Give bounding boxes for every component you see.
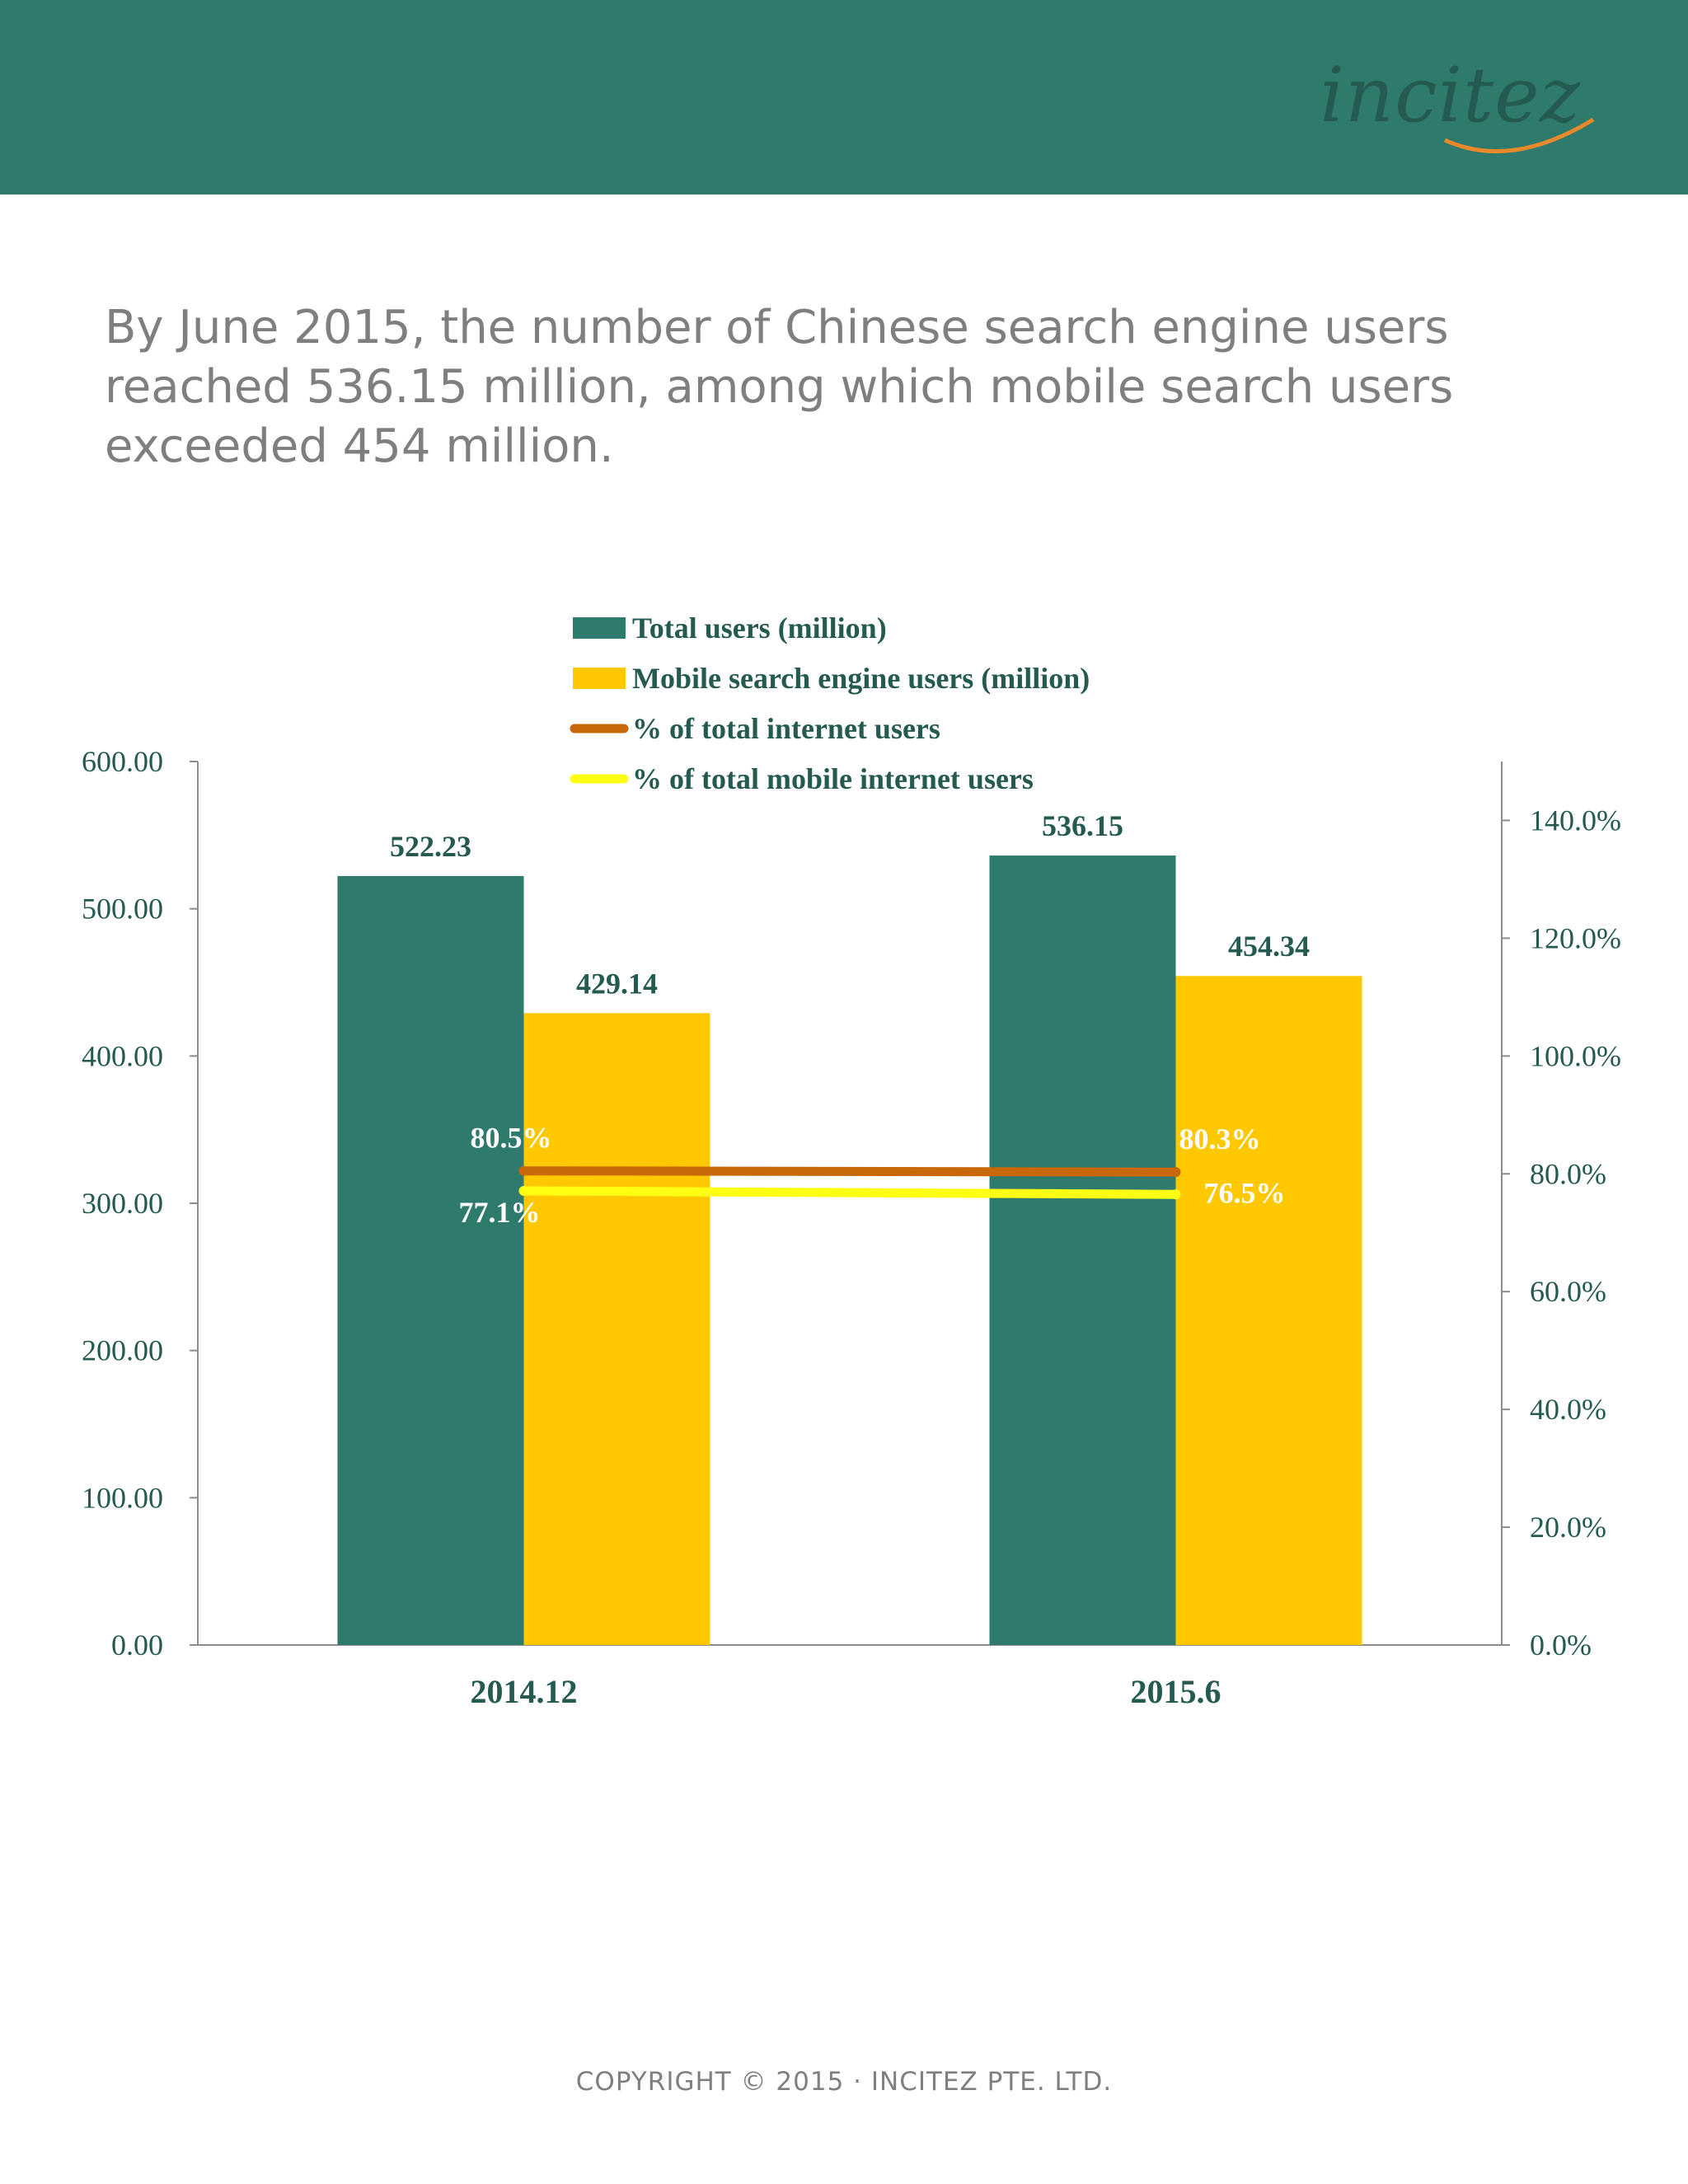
series-line: [519, 1166, 1180, 1177]
logo-text: incitez: [1320, 51, 1581, 139]
right-axis-tick-label: 20.0%: [1530, 1511, 1606, 1544]
incitez-logo: incitez: [1320, 51, 1595, 154]
line-value-label: 76.5%: [1204, 1176, 1286, 1209]
right-axis-tick-label: 60.0%: [1530, 1275, 1606, 1308]
line-value-label: 77.1%: [459, 1196, 541, 1229]
bar-value-label: 429.14: [576, 967, 658, 1000]
bar-value-label: 454.34: [1228, 930, 1310, 963]
bar: [337, 875, 524, 1645]
right-axis-tick-label: 40.0%: [1530, 1393, 1606, 1426]
bar-value-label: 522.23: [390, 830, 471, 863]
category-label: 2014.12: [471, 1673, 578, 1710]
series-line: [519, 1186, 1180, 1199]
right-axis-tick-label: 120.0%: [1530, 921, 1621, 954]
legend-label: Mobile search engine users (million): [632, 662, 1090, 695]
bar: [989, 855, 1176, 1645]
legend-label: % of total mobile internet users: [632, 762, 1034, 795]
legend-swatch: [573, 617, 626, 639]
right-axis-tick-label: 0.0%: [1530, 1629, 1592, 1661]
line-value-label: 80.5%: [471, 1122, 552, 1155]
left-axis-tick-label: 300.00: [82, 1187, 163, 1220]
right-axis-tick-label: 140.0%: [1530, 804, 1621, 837]
category-label: 2015.6: [1131, 1673, 1221, 1710]
right-axis-tick-label: 100.0%: [1530, 1039, 1621, 1072]
line-point: [518, 1185, 529, 1196]
bar: [523, 1013, 710, 1645]
bar: [1175, 976, 1362, 1645]
bar-value-label: 536.15: [1042, 809, 1123, 842]
copyright-footer: COPYRIGHT © 2015 · INCITEZ PTE. LTD.: [575, 2067, 1113, 2097]
left-axis-tick-label: 400.00: [82, 1039, 163, 1072]
left-axis-tick-label: 500.00: [82, 893, 163, 926]
chart: 0.00 100.00 200.00 300.00 400.00 500.00 600.00…: [82, 612, 1621, 1710]
line-point: [1170, 1167, 1181, 1178]
right-axis-tick-label: 80.0%: [1530, 1157, 1606, 1190]
legend-swatch: [573, 668, 626, 689]
headline: By June 2015, the number of Chinese sear…: [105, 301, 1454, 473]
left-axis-tick-label: 600.00: [82, 745, 163, 778]
legend-label: Total users (million): [632, 612, 887, 644]
line-point: [1170, 1189, 1181, 1200]
logo-swoosh-icon: [1443, 117, 1595, 154]
line-point: [518, 1165, 529, 1176]
header-band: incitez: [0, 0, 1688, 194]
line-value-label: 80.3%: [1179, 1122, 1261, 1155]
left-axis-tick-label: 0.00: [111, 1629, 163, 1661]
left-axis-tick-label: 200.00: [82, 1334, 163, 1367]
legend-label: % of total internet users: [632, 712, 940, 745]
left-axis-tick-label: 100.00: [82, 1481, 163, 1514]
